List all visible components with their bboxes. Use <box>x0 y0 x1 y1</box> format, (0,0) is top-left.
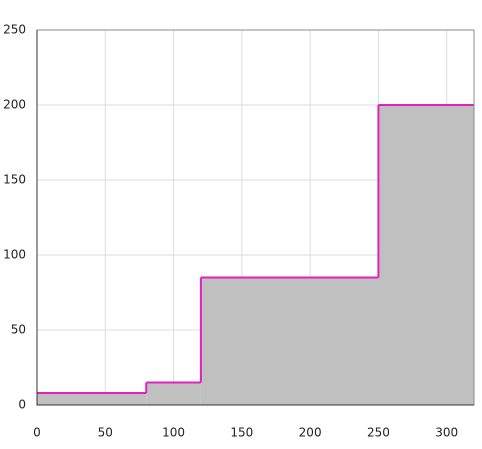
step-fill <box>200 277 379 405</box>
x-tick-label: 300 <box>435 426 458 440</box>
y-tick-label: 0 <box>18 398 26 412</box>
y-tick-label: 50 <box>11 323 26 337</box>
step-fill <box>378 105 474 405</box>
step-fill <box>146 382 201 405</box>
y-tick-label: 200 <box>3 98 26 112</box>
marks <box>37 104 474 405</box>
x-tick-label: 150 <box>230 426 253 440</box>
x-tick-label: 200 <box>299 426 322 440</box>
y-tick-label: 150 <box>3 173 26 187</box>
x-tick-label: 100 <box>162 426 185 440</box>
tick-labels: 0 50 100 150 200 250 0 50 100 150 200 250 300 <box>3 23 458 440</box>
y-tick-label: 250 <box>3 23 26 37</box>
x-tick-label: 250 <box>367 426 390 440</box>
x-tick-label: 0 <box>33 426 41 440</box>
step-fill <box>37 393 147 405</box>
y-tick-label: 100 <box>3 248 26 262</box>
x-tick-label: 50 <box>98 426 113 440</box>
